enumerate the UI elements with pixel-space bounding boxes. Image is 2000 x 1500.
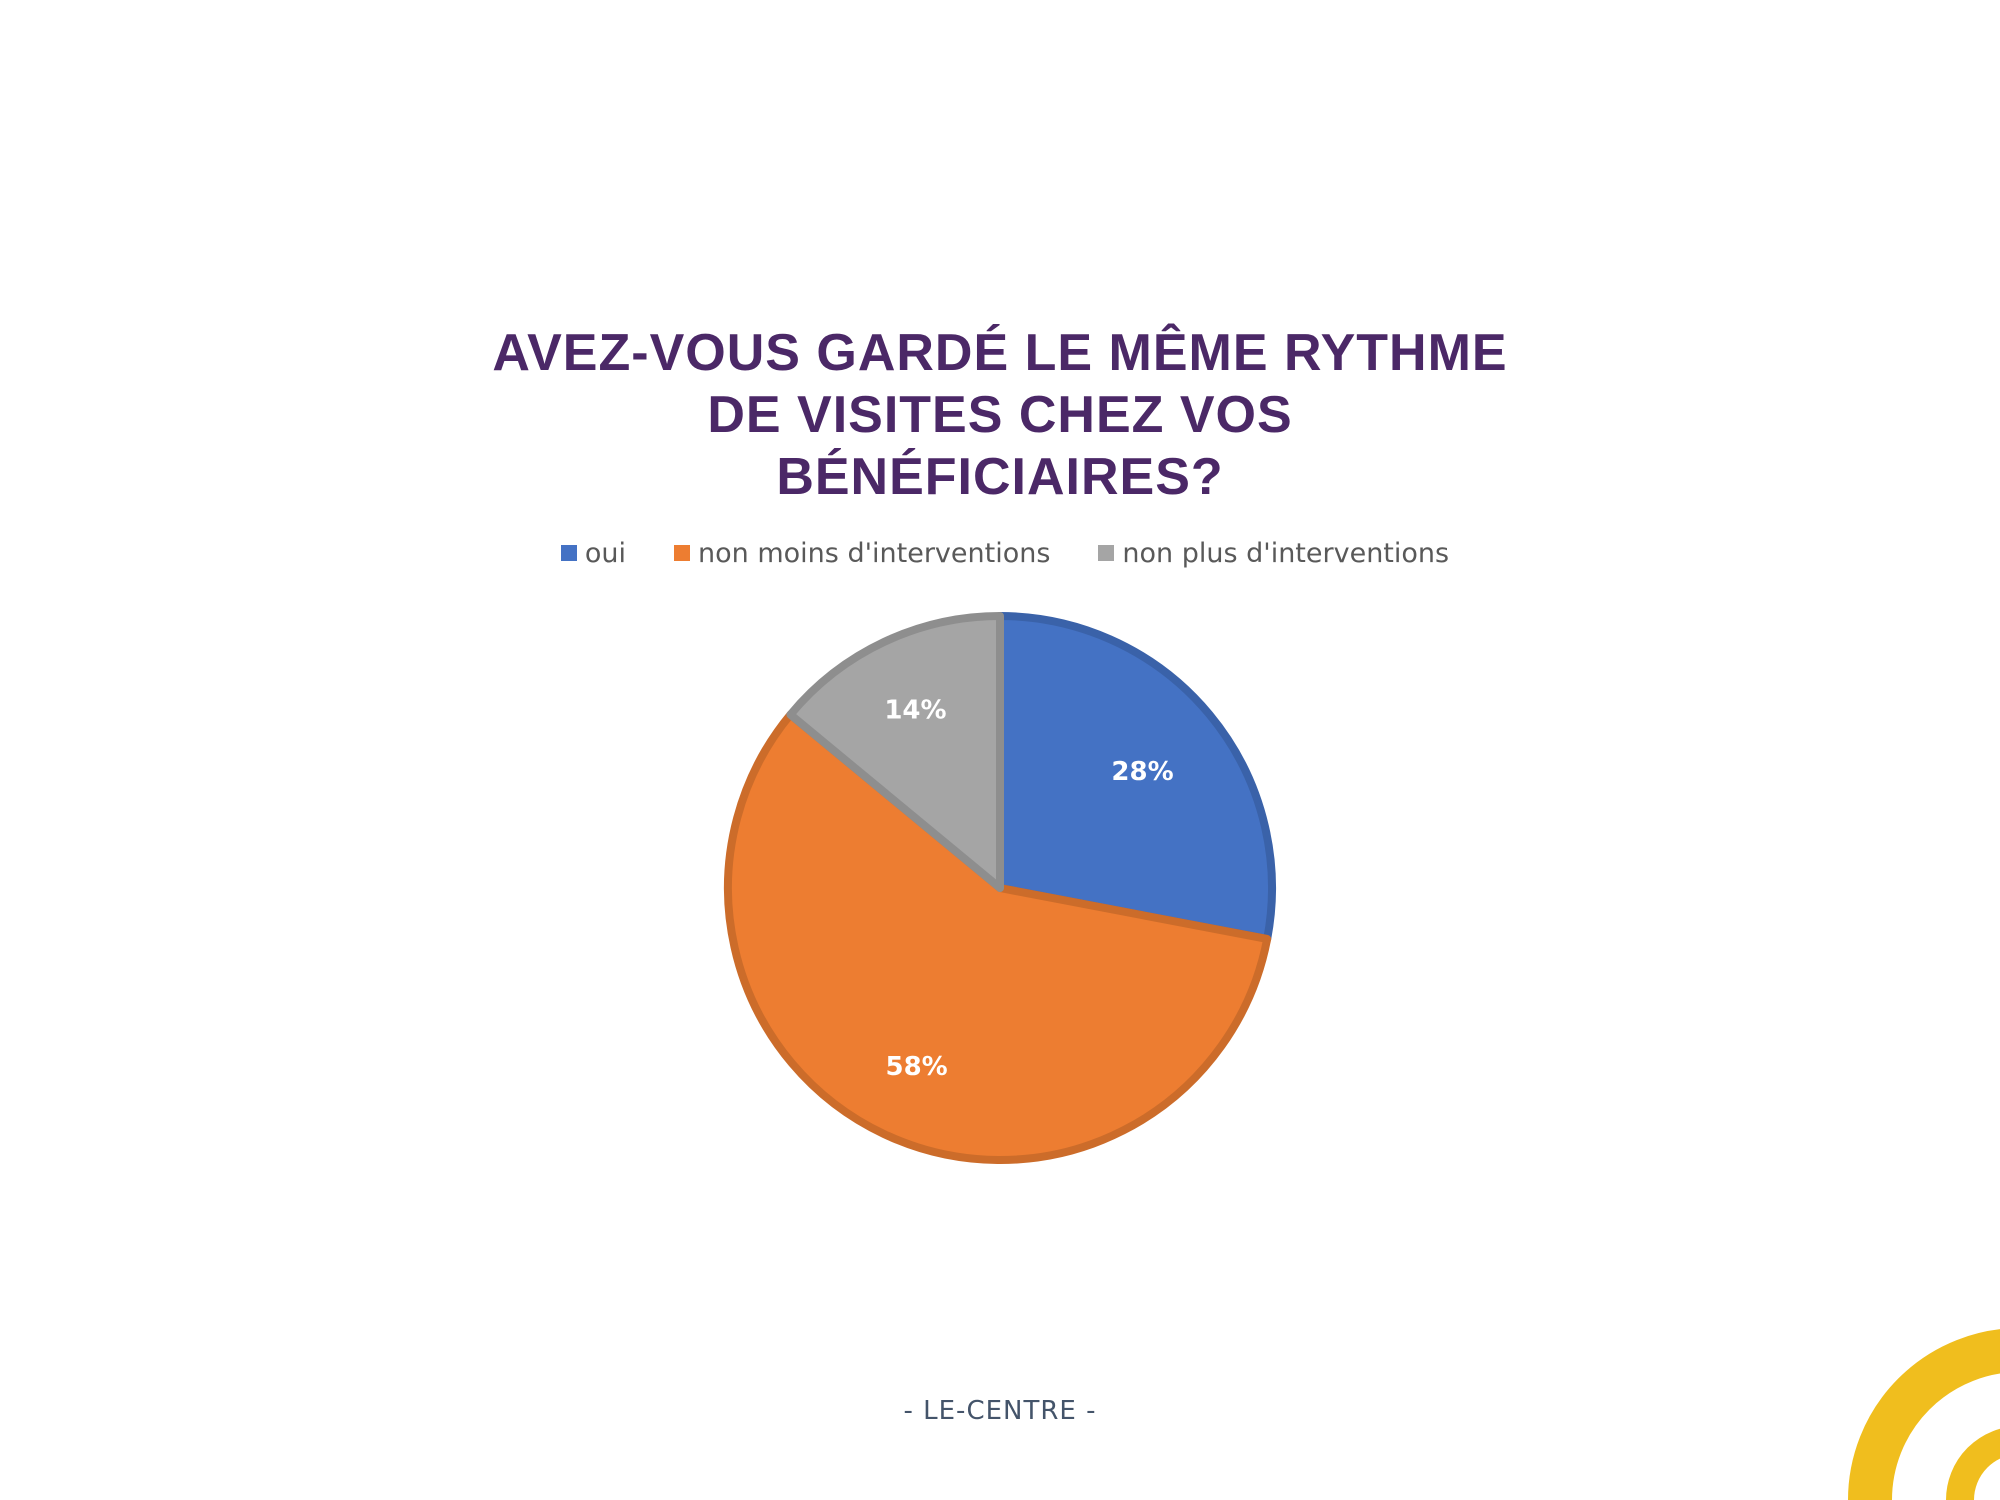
data-label-non-moins: 58%: [885, 1052, 947, 1082]
legend-label-oui: oui: [584, 537, 627, 569]
decoration-outer-arc: [1848, 1329, 2000, 1500]
chart-title: AVEZ-VOUS GARDÉ LE MÊME RYTHME DE VISITE…: [400, 322, 1600, 508]
data-label-oui: 28%: [1111, 757, 1173, 787]
chart-legend: oui non moins d'interventions non plus d…: [0, 533, 2000, 573]
title-line-1: AVEZ-VOUS GARDÉ LE MÊME RYTHME: [492, 324, 1508, 382]
legend-item-non-plus: non plus d'interventions: [1098, 538, 1449, 569]
footer-label: - LE-CENTRE -: [903, 1396, 1097, 1426]
legend-swatch-oui: [560, 545, 577, 561]
corner-arc-decoration: [1848, 1329, 2000, 1500]
decoration-inner-arc: [1946, 1428, 2000, 1500]
pie-slice-non-plus: [786, 612, 1004, 892]
legend-swatch-non-plus: [1098, 545, 1115, 561]
legend-label-non-plus: non plus d'interventions: [1122, 537, 1450, 569]
legend-item-oui: oui: [560, 537, 627, 569]
pie-slice-oui: [996, 612, 1276, 943]
pie-slice-non-moins: [724, 710, 1272, 1164]
data-label-non-plus: 14%: [884, 695, 946, 725]
legend-label-non-moins: non moins d'interventions: [698, 537, 1051, 569]
legend-swatch-non-moins: [674, 545, 691, 561]
title-line-3: BÉNÉFICIAIRES?: [776, 448, 1224, 506]
legend-item-non-moins: non moins d'interventions: [674, 538, 1050, 569]
title-line-2: DE VISITES CHEZ VOS: [707, 386, 1293, 444]
